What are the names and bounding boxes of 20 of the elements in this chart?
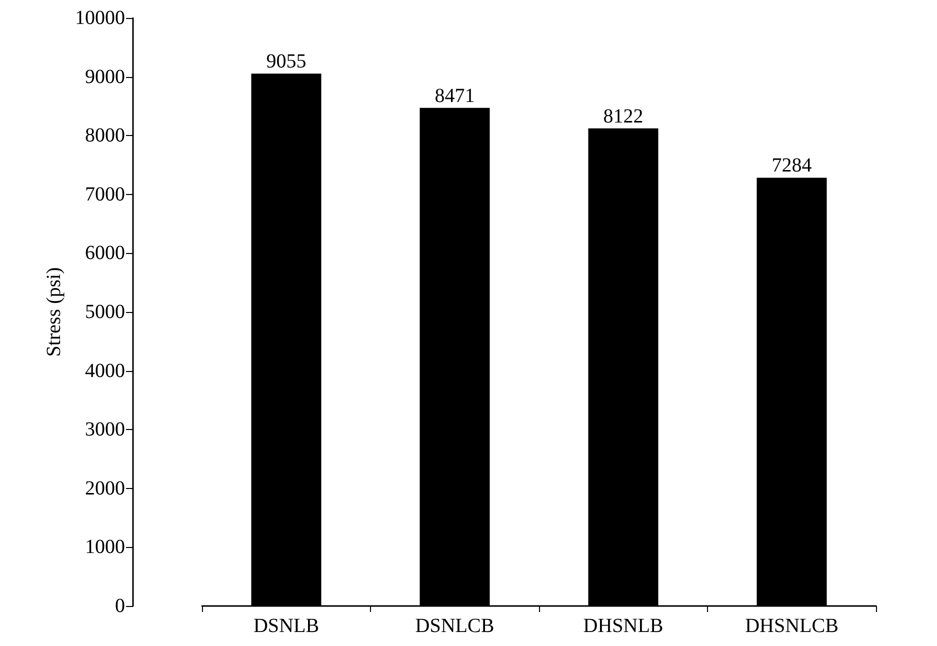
y-tick-label: 8000: [85, 124, 125, 147]
y-tick-label: 10000: [75, 7, 125, 29]
x-tick-label: DSNLB: [253, 615, 320, 637]
y-tick-label: 4000: [85, 360, 125, 382]
y-axis-title: Stress (psi): [43, 267, 66, 357]
y-tick-label: 2000: [85, 477, 125, 500]
data-label: 8471: [434, 84, 475, 107]
y-tick-label: 3000: [85, 418, 125, 441]
data-label: 7284: [772, 154, 812, 177]
y-tick-label: 6000: [85, 242, 125, 264]
x-tick-label: DHSNLB: [583, 615, 664, 637]
y-tick-label: 0: [115, 595, 125, 617]
data-label: 8122: [603, 105, 644, 128]
y-tick-label: 7000: [85, 183, 125, 206]
y-tick-label: 5000: [85, 301, 125, 323]
data-label: 9055: [266, 50, 306, 73]
x-tick-label: DSNLCB: [415, 615, 494, 637]
y-tick-label: 9000: [85, 66, 125, 88]
x-tick-label: DHSNLCB: [745, 615, 838, 637]
y-tick-label: 1000: [85, 536, 125, 558]
